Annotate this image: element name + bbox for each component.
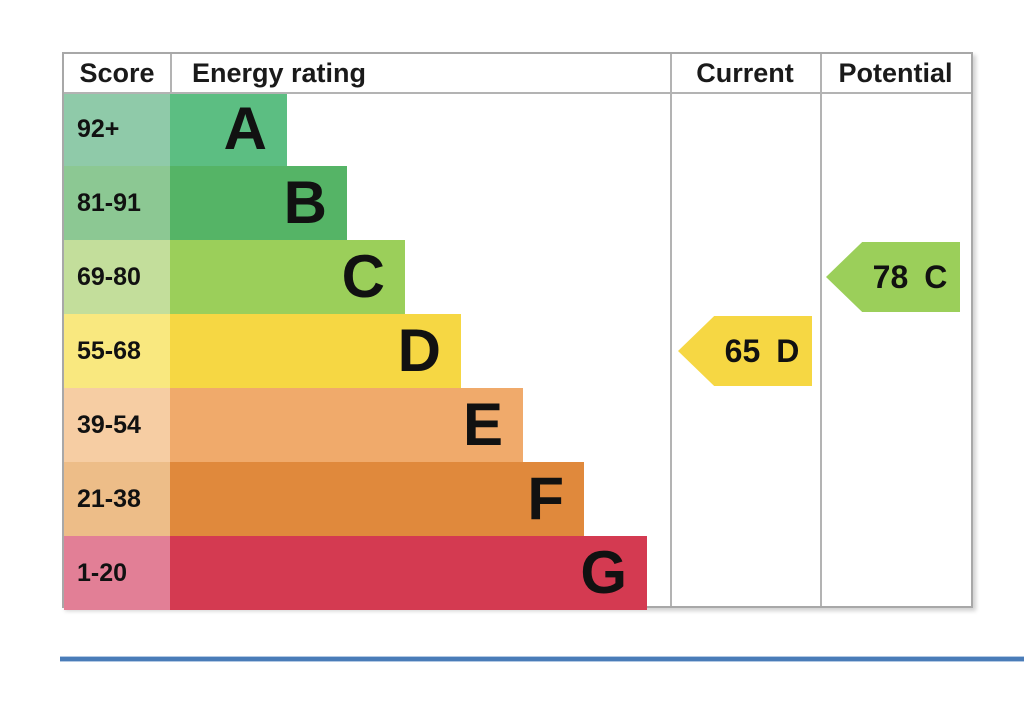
current-column-header: Current xyxy=(696,57,794,88)
score-range-label: 81-91 xyxy=(77,188,141,217)
rating-bar-f: F xyxy=(170,462,584,536)
score-column-divider xyxy=(170,54,172,92)
epc-row-d: 55-68 D xyxy=(64,314,971,388)
score-range-label: 21-38 xyxy=(77,484,141,513)
rating-bar-b: B xyxy=(170,166,347,240)
rating-bar-c: C xyxy=(170,240,405,314)
chart-header-row: Score Energy rating Current Potential xyxy=(64,54,971,92)
rating-letter: F xyxy=(527,465,564,532)
epc-row-g: 1-20 G xyxy=(64,536,971,610)
rating-bar-d: D xyxy=(170,314,461,388)
score-range-label: 69-80 xyxy=(77,262,141,291)
rating-letter: D xyxy=(397,317,441,384)
score-cell: 21-38 xyxy=(64,462,170,536)
current-score-value: 65 xyxy=(724,332,761,369)
score-range-label: 55-68 xyxy=(77,336,141,365)
current-column-divider xyxy=(670,54,672,606)
potential-column-divider xyxy=(820,54,822,606)
rating-letter: C xyxy=(341,243,385,310)
header-divider xyxy=(64,92,971,94)
current-rating-letter: D xyxy=(776,332,800,369)
score-column-header: Score xyxy=(79,57,155,88)
potential-rating-letter: C xyxy=(924,258,948,295)
rating-letter: A xyxy=(223,95,267,162)
epc-row-f: 21-38 F xyxy=(64,462,971,536)
score-cell: 39-54 xyxy=(64,388,170,462)
epc-rating-chart: Score Energy rating Current Potential 92… xyxy=(62,52,973,610)
potential-column-header: Potential xyxy=(838,57,953,88)
rating-bar-a: A xyxy=(170,92,287,166)
score-cell: 81-91 xyxy=(64,166,170,240)
score-cell: 92+ xyxy=(64,92,170,166)
potential-score-value: 78 xyxy=(872,258,909,295)
score-range-label: 1-20 xyxy=(77,558,128,587)
epc-row-b: 81-91 B xyxy=(64,166,971,240)
bottom-horizontal-rule xyxy=(60,656,1024,662)
rating-bar-e: E xyxy=(170,388,523,462)
energy-rating-column-header: Energy rating xyxy=(192,57,367,88)
score-cell: 69-80 xyxy=(64,240,170,314)
score-cell: 1-20 xyxy=(64,536,170,610)
rating-letter: G xyxy=(580,539,627,606)
epc-row-c: 69-80 C xyxy=(64,240,971,314)
score-range-label: 39-54 xyxy=(77,410,141,439)
epc-row-e: 39-54 E xyxy=(64,388,971,462)
rating-bar-g: G xyxy=(170,536,647,610)
score-cell: 55-68 xyxy=(64,314,170,388)
rating-letter: B xyxy=(283,169,327,236)
score-range-label: 92+ xyxy=(77,114,120,143)
epc-row-a: 92+ A xyxy=(64,92,971,166)
rating-letter: E xyxy=(462,391,503,458)
